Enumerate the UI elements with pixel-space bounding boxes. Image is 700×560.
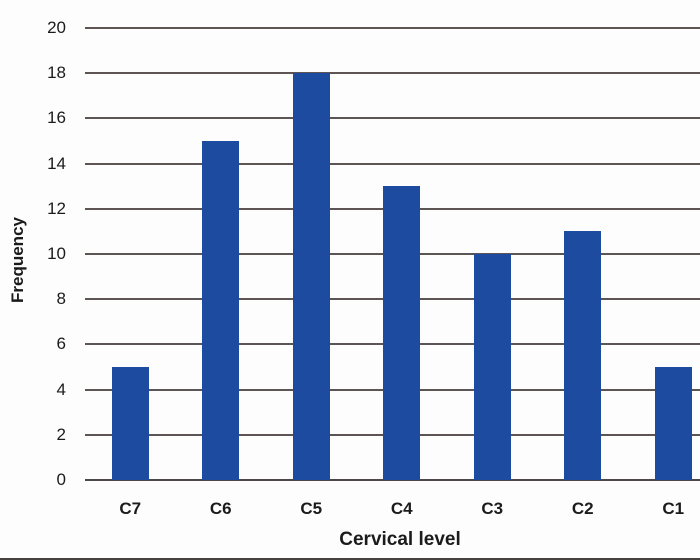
gridline-20 <box>85 27 700 29</box>
y-tick-label-2: 2 <box>56 424 66 444</box>
y-tick-label-6: 6 <box>56 334 66 354</box>
y-tick-label-0: 0 <box>56 470 66 489</box>
x-tick-label-C6: C6 <box>209 499 232 518</box>
y-tick-label-20: 20 <box>47 18 66 37</box>
bottom-rule <box>0 558 700 560</box>
y-tick-label-14: 14 <box>47 153 66 173</box>
gridline-14 <box>85 162 700 165</box>
bar-C4 <box>383 186 421 480</box>
gridline-0 <box>85 479 700 481</box>
gridline-16 <box>85 117 700 120</box>
x-axis-label: Cervical level <box>339 529 461 550</box>
y-tick-label-16: 16 <box>47 108 66 128</box>
bar-C7 <box>111 367 149 480</box>
y-tick-label-18: 18 <box>47 63 66 83</box>
x-tick-label-C3: C3 <box>481 499 504 518</box>
bar-C5 <box>292 73 330 480</box>
gridline-18 <box>85 72 700 75</box>
x-tick-label-C4: C4 <box>390 499 413 518</box>
x-tick-label-C5: C5 <box>300 499 323 518</box>
y-tick-label-10: 10 <box>47 244 66 263</box>
bar-C2 <box>564 231 602 480</box>
bar-C3 <box>473 254 511 480</box>
x-tick-label-C1: C1 <box>662 499 685 518</box>
x-tick-label-C2: C2 <box>571 499 594 518</box>
y-tick-label-4: 4 <box>56 379 66 399</box>
x-tick-label-C7: C7 <box>119 499 142 518</box>
bar-C1 <box>654 367 692 480</box>
bar-C6 <box>202 141 240 480</box>
y-tick-label-12: 12 <box>47 198 66 218</box>
y-tick-label-8: 8 <box>56 289 66 309</box>
y-axis-label: Frequency <box>8 217 27 303</box>
